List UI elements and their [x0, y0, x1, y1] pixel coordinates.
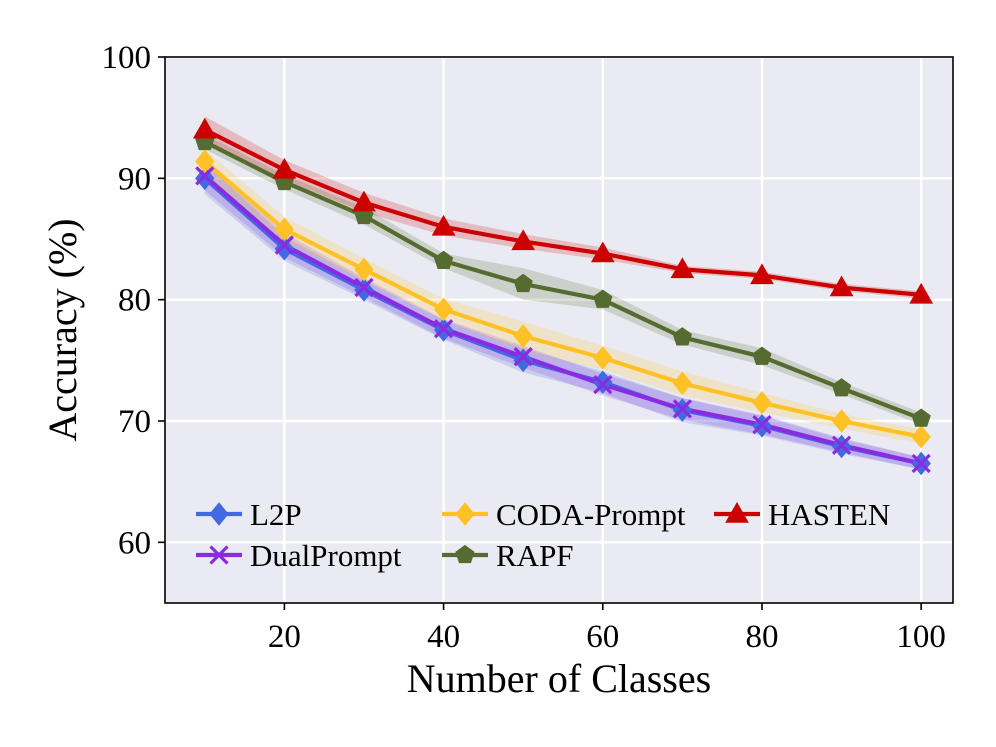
- point-dualprompt-10: [195, 166, 215, 186]
- point-coda-prompt-80: [752, 391, 772, 415]
- y-tick-label-60: 60: [118, 525, 151, 561]
- point-l2p-20: [274, 236, 295, 261]
- point-rapf-100: [911, 408, 931, 427]
- point-coda-prompt-40: [433, 297, 454, 322]
- legend-item-coda-prompt: CODA-Prompt: [442, 497, 686, 532]
- point-hasten-40: [431, 214, 456, 236]
- point-dualprompt-40: [433, 319, 454, 339]
- axis-ticks: 20 40 60 80 100 60 70 80 90 100: [102, 40, 946, 655]
- point-dualprompt-20: [274, 235, 295, 255]
- x-tick-label-100: 100: [896, 619, 946, 655]
- legend-symbol-rapf: [442, 544, 488, 564]
- point-hasten-90: [829, 275, 854, 297]
- point-hasten-100: [909, 282, 934, 304]
- point-coda-prompt-20: [274, 217, 295, 242]
- point-hasten-20: [272, 157, 297, 179]
- point-rapf-60: [593, 289, 613, 308]
- point-coda-prompt-100: [911, 424, 931, 449]
- point-rapf-70: [672, 327, 692, 346]
- y-tick-label-70: 70: [118, 404, 151, 440]
- legend-item-rapf: RAPF: [442, 538, 574, 573]
- line-coda-prompt: [203, 159, 922, 439]
- series-markers: [192, 117, 934, 476]
- legend-marker-hasten: [725, 501, 749, 523]
- legend-item-dualprompt: DualPrompt: [196, 538, 402, 573]
- legend-symbol-dualprompt: [196, 545, 242, 565]
- legend-label-rapf: RAPF: [496, 538, 574, 573]
- legend-marker-dualprompt: [209, 545, 229, 565]
- point-dualprompt-90: [831, 435, 852, 455]
- legend-item-hasten: HASTEN: [714, 497, 890, 532]
- x-axis-title: Number of Classes: [407, 656, 711, 701]
- y-tick-label-90: 90: [118, 161, 151, 197]
- legend-label-l2p: L2P: [250, 497, 302, 532]
- point-hasten-10: [192, 117, 217, 139]
- x-tick-label-60: 60: [586, 619, 619, 655]
- point-dualprompt-30: [354, 277, 374, 298]
- point-coda-prompt-90: [831, 409, 852, 433]
- point-coda-prompt-50: [513, 324, 533, 348]
- legend-symbol-coda-prompt: [442, 502, 488, 526]
- point-coda-prompt-30: [354, 257, 374, 282]
- line-rapf: [203, 140, 922, 421]
- point-hasten-60: [590, 241, 615, 263]
- legend-label-hasten: HASTEN: [768, 497, 890, 532]
- point-hasten-30: [352, 190, 376, 212]
- y-tick-label-80: 80: [118, 283, 151, 319]
- y-axis-title: Accuracy (%): [40, 218, 85, 441]
- legend-marker-l2p: [209, 502, 229, 526]
- point-dualprompt-80: [752, 415, 772, 435]
- x-tick-label-20: 20: [268, 619, 301, 655]
- point-rapf-50: [513, 273, 533, 293]
- point-coda-prompt-60: [593, 346, 613, 370]
- legend-label-dualprompt: DualPrompt: [250, 538, 402, 573]
- series-lines: [203, 127, 922, 466]
- legend-symbol-l2p: [196, 502, 242, 526]
- point-rapf-80: [752, 346, 772, 365]
- line-hasten: [203, 127, 922, 297]
- y-tick-label-100: 100: [102, 40, 152, 76]
- point-rapf-40: [433, 250, 454, 270]
- legend-marker-rapf: [455, 544, 475, 564]
- legend-label-coda-prompt: CODA-Prompt: [496, 497, 686, 532]
- point-hasten-70: [670, 257, 695, 279]
- x-tick-label-80: 80: [745, 619, 778, 655]
- point-dualprompt-50: [513, 347, 533, 367]
- line-dualprompt: [203, 174, 922, 466]
- legend: L2P DualPrompt CODA-Prompt RAPF HASTEN: [196, 497, 890, 573]
- plot-background: [165, 57, 953, 603]
- plot-frame: [164, 56, 954, 604]
- point-l2p-50: [513, 348, 533, 373]
- point-hasten-80: [750, 263, 774, 285]
- legend-symbol-hasten: [714, 501, 760, 523]
- legend-marker-coda-prompt: [455, 502, 475, 526]
- point-dualprompt-100: [911, 453, 931, 474]
- point-coda-prompt-10: [195, 149, 215, 174]
- point-dualprompt-70: [672, 399, 693, 419]
- legend-item-l2p: L2P: [196, 497, 302, 532]
- point-coda-prompt-70: [672, 371, 693, 396]
- x-tick-label-40: 40: [427, 619, 460, 655]
- point-dualprompt-60: [593, 374, 613, 395]
- point-rapf-90: [831, 378, 852, 397]
- point-hasten-50: [511, 229, 536, 251]
